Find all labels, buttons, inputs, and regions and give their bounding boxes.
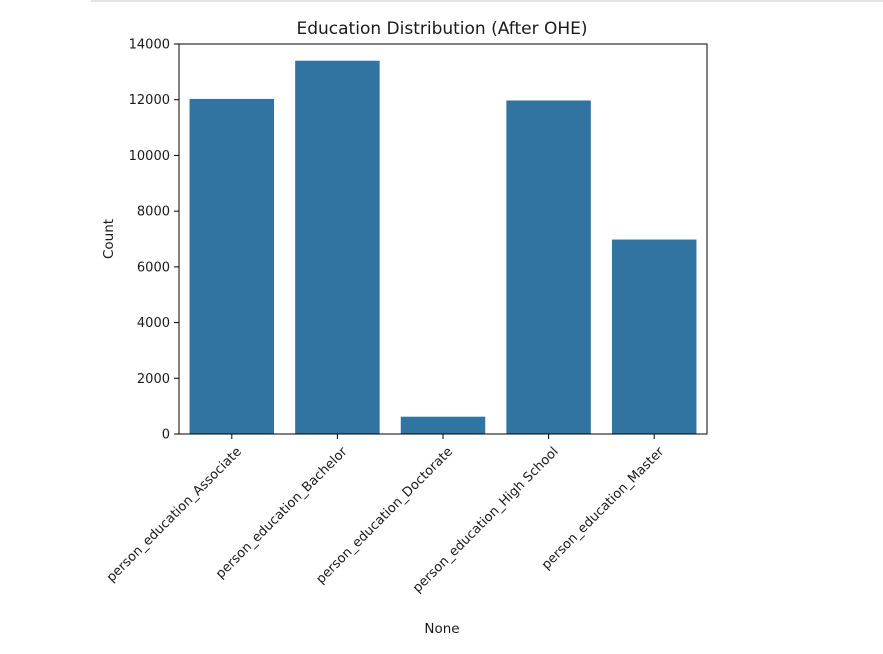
bar-0 xyxy=(189,98,275,435)
y-axis: 0 2000 4000 6000 8000 10000 12000 14000 xyxy=(129,38,179,443)
y-tick-label-5: 10000 xyxy=(129,149,170,164)
y-tick-label-7: 14000 xyxy=(129,38,170,53)
bars-layer xyxy=(189,60,697,435)
x-axis: person_education_Associateperson_educati… xyxy=(104,434,668,596)
bar-4 xyxy=(611,239,697,434)
y-tick-label-6: 12000 xyxy=(129,93,170,108)
chart-title: Education Distribution (After OHE) xyxy=(296,19,587,39)
x-tick-label-4: person_education_Master xyxy=(539,444,668,573)
plot-frame xyxy=(178,43,708,435)
bar-3 xyxy=(506,100,591,435)
y-axis-label: Count xyxy=(101,219,117,259)
y-tick-label-2: 4000 xyxy=(137,316,170,331)
bar-2 xyxy=(400,416,486,434)
y-tick-label-0: 0 xyxy=(162,428,170,443)
bar-1 xyxy=(295,60,380,435)
y-tick-label-3: 6000 xyxy=(137,260,170,275)
y-tick-label-1: 2000 xyxy=(137,372,170,387)
y-tick-label-4: 8000 xyxy=(137,205,170,220)
cell-divider xyxy=(91,0,883,2)
x-axis-label: None xyxy=(424,621,459,637)
